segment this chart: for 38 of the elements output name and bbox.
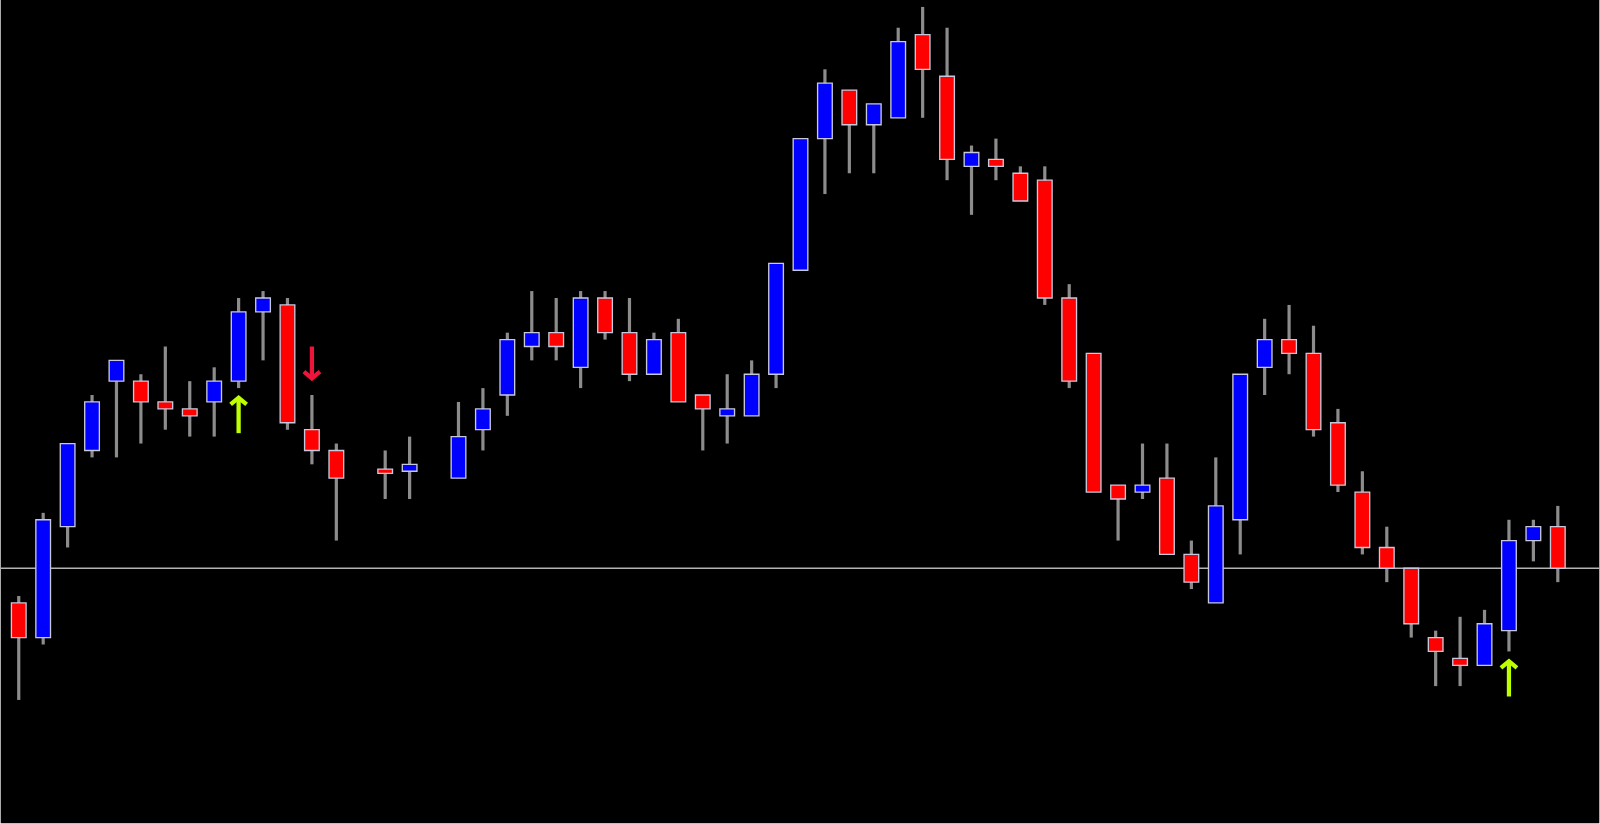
candlestick [1549,504,1566,585]
candlestick [1281,303,1298,377]
candlestick [719,372,736,446]
candlestick [1256,317,1273,397]
candlestick [108,359,125,460]
candlestick [474,386,491,453]
candlestick [1110,483,1127,543]
candlestick [1452,615,1469,689]
candlestick [1183,539,1200,592]
candlestick [987,137,1004,183]
candlestick [1525,518,1542,564]
candlestick [255,289,272,363]
candlestick [10,594,27,702]
candlestick [865,102,882,176]
candlestick [548,296,565,363]
candlestick [157,345,174,432]
candlestick [1134,442,1151,501]
candlestick [401,435,418,501]
candlestick [597,289,614,342]
candlestick [914,5,931,120]
candlestick [1476,608,1493,668]
candlestick [303,393,320,467]
candlestick [328,442,345,543]
candlestick [1427,629,1444,689]
candlestick [1012,165,1029,203]
candlestick [621,296,638,384]
candlestick [841,88,858,176]
candlestick [1378,525,1395,585]
candlestick [377,449,394,501]
candlestick [743,359,760,418]
candlestick [694,393,711,453]
candlestick [132,372,149,446]
candlestick [450,400,467,481]
candlestick [181,379,198,439]
candlestick [963,144,980,217]
candlestick [645,331,662,377]
candlestick [206,366,223,439]
candlestick [523,289,540,363]
